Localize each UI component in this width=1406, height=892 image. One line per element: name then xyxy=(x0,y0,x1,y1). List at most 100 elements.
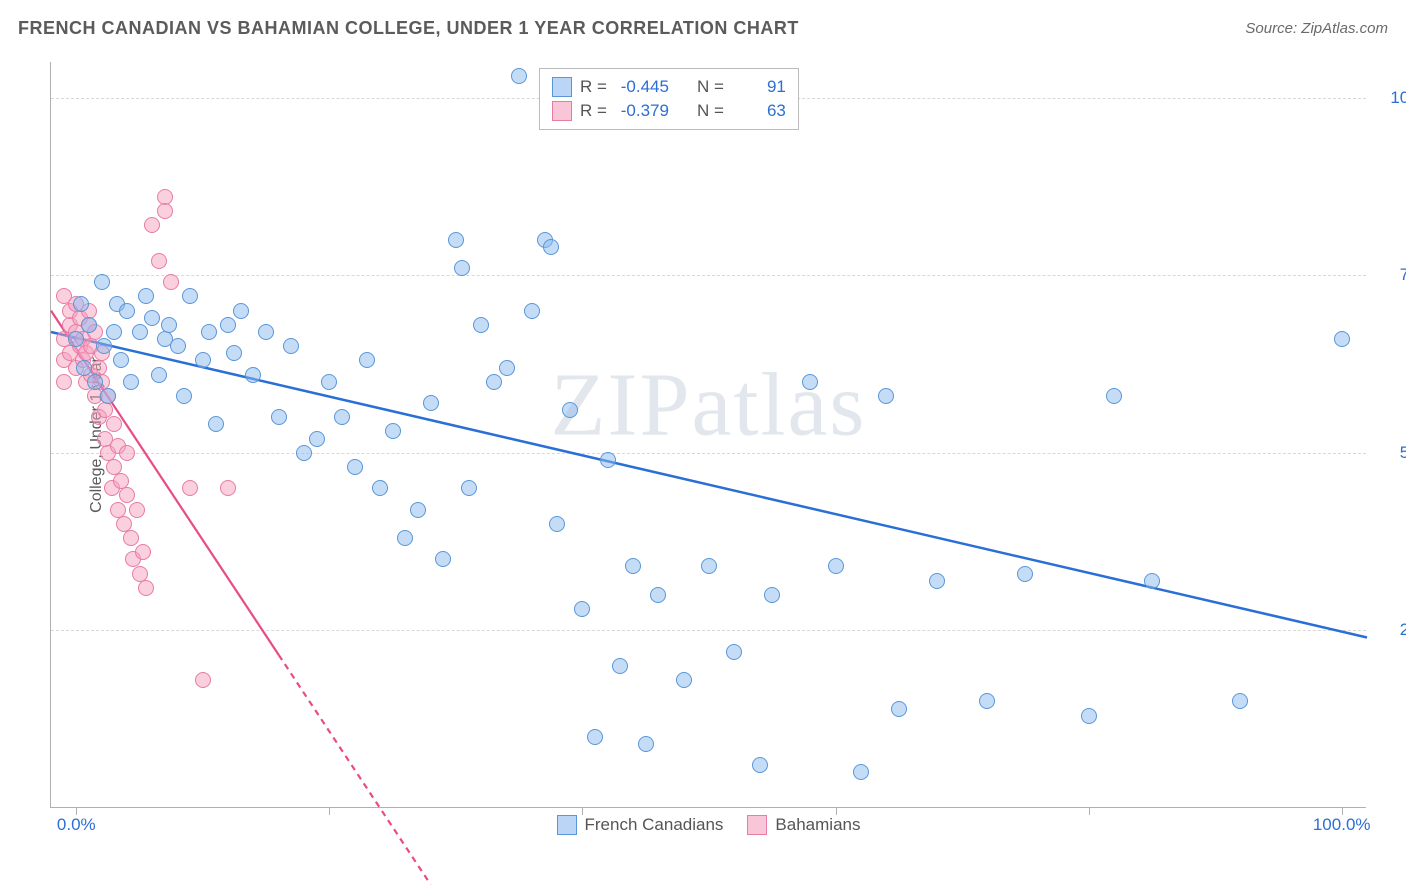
data-point xyxy=(853,764,869,780)
stat-r-value: -0.445 xyxy=(615,77,669,97)
data-point xyxy=(100,388,116,404)
y-tick-label: 100.0% xyxy=(1378,88,1406,108)
data-point xyxy=(543,239,559,255)
data-point xyxy=(511,68,527,84)
data-point xyxy=(151,253,167,269)
data-point xyxy=(271,409,287,425)
legend-label: French Canadians xyxy=(585,815,724,835)
data-point xyxy=(138,580,154,596)
data-point xyxy=(650,587,666,603)
data-point xyxy=(612,658,628,674)
stat-n-label: N = xyxy=(697,77,724,97)
data-point xyxy=(201,324,217,340)
data-point xyxy=(132,324,148,340)
x-tick xyxy=(1342,807,1343,815)
data-point xyxy=(123,374,139,390)
data-point xyxy=(258,324,274,340)
data-point xyxy=(499,360,515,376)
stat-n-value: 63 xyxy=(732,101,786,121)
legend-swatch xyxy=(747,815,767,835)
data-point xyxy=(1232,693,1248,709)
data-point xyxy=(106,416,122,432)
data-point xyxy=(283,338,299,354)
data-point xyxy=(220,480,236,496)
trend-line xyxy=(279,655,431,885)
data-point xyxy=(397,530,413,546)
data-point xyxy=(701,558,717,574)
data-point xyxy=(96,338,112,354)
stat-n-label: N = xyxy=(697,101,724,121)
y-tick-label: 75.0% xyxy=(1378,265,1406,285)
data-point xyxy=(878,388,894,404)
data-point xyxy=(979,693,995,709)
data-point xyxy=(220,317,236,333)
data-point xyxy=(600,452,616,468)
chart-source: Source: ZipAtlas.com xyxy=(1245,20,1388,37)
data-point xyxy=(106,324,122,340)
data-point xyxy=(574,601,590,617)
data-point xyxy=(157,203,173,219)
stat-row: R =-0.379N =63 xyxy=(552,99,786,123)
legend-item: French Canadians xyxy=(557,815,724,835)
data-point xyxy=(423,395,439,411)
data-point xyxy=(1334,331,1350,347)
stat-n-value: 91 xyxy=(732,77,786,97)
data-point xyxy=(764,587,780,603)
data-point xyxy=(828,558,844,574)
data-point xyxy=(359,352,375,368)
y-tick-label: 25.0% xyxy=(1378,620,1406,640)
data-point xyxy=(73,296,89,312)
data-point xyxy=(524,303,540,319)
data-point xyxy=(208,416,224,432)
data-point xyxy=(562,402,578,418)
stat-r-value: -0.379 xyxy=(615,101,669,121)
data-point xyxy=(929,573,945,589)
data-point xyxy=(123,530,139,546)
x-tick xyxy=(582,807,583,815)
chart-header: FRENCH CANADIAN VS BAHAMIAN COLLEGE, UND… xyxy=(18,18,1388,39)
data-point xyxy=(347,459,363,475)
data-point xyxy=(195,672,211,688)
data-point xyxy=(1144,573,1160,589)
data-point xyxy=(802,374,818,390)
data-point xyxy=(473,317,489,333)
data-point xyxy=(334,409,350,425)
chart-title: FRENCH CANADIAN VS BAHAMIAN COLLEGE, UND… xyxy=(18,18,799,39)
data-point xyxy=(163,274,179,290)
data-point xyxy=(119,445,135,461)
plot-region: College, Under 1 year ZIPatlas 25.0%50.0… xyxy=(50,62,1366,808)
data-point xyxy=(448,232,464,248)
data-point xyxy=(410,502,426,518)
correlation-stat-box: R = -0.445 N = 91R = -0.379 N = 63 xyxy=(539,68,799,130)
data-point xyxy=(549,516,565,532)
legend-swatch xyxy=(552,101,572,121)
data-point xyxy=(752,757,768,773)
chart-area: College, Under 1 year ZIPatlas 25.0%50.0… xyxy=(50,62,1366,832)
data-point xyxy=(638,736,654,752)
stat-r-label: R = xyxy=(580,77,607,97)
data-point xyxy=(309,431,325,447)
data-point xyxy=(435,551,451,567)
x-tick xyxy=(836,807,837,815)
data-point xyxy=(296,445,312,461)
data-point xyxy=(625,558,641,574)
legend-swatch xyxy=(557,815,577,835)
data-point xyxy=(135,544,151,560)
data-point xyxy=(113,352,129,368)
stat-row: R = -0.445 N = 91 xyxy=(552,75,786,99)
data-point xyxy=(182,288,198,304)
data-point xyxy=(1106,388,1122,404)
data-point xyxy=(182,480,198,496)
data-point xyxy=(129,502,145,518)
data-point xyxy=(454,260,470,276)
data-point xyxy=(119,303,135,319)
data-point xyxy=(1081,708,1097,724)
data-point xyxy=(226,345,242,361)
data-point xyxy=(56,374,72,390)
data-point xyxy=(176,388,192,404)
data-point xyxy=(94,274,110,290)
data-point xyxy=(321,374,337,390)
data-point xyxy=(891,701,907,717)
data-point xyxy=(726,644,742,660)
data-point xyxy=(587,729,603,745)
